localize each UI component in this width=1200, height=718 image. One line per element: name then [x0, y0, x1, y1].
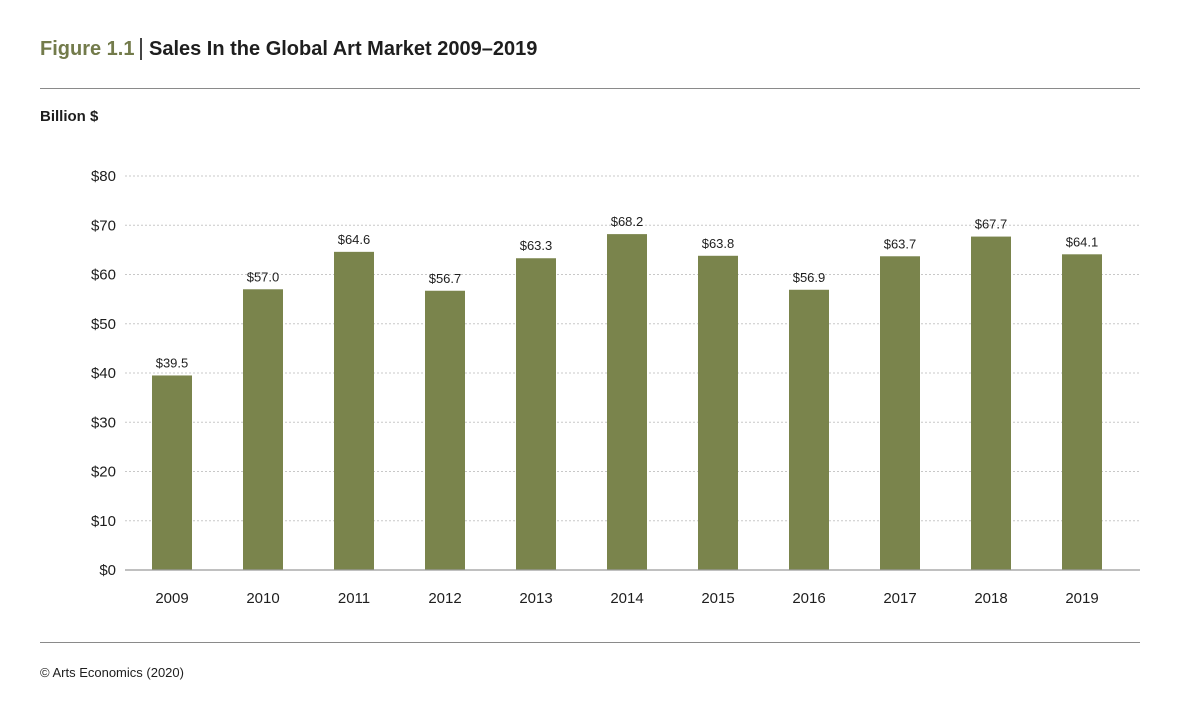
figure-label: Figure 1.1 — [40, 37, 135, 60]
x-tick-labels: 2009 2010 2011 2012 2013 2014 2015 2016 2017 2018… — [155, 590, 1098, 607]
y-tick-label: $30 — [91, 414, 116, 431]
value-label: $63.8 — [702, 236, 735, 251]
bar — [334, 251, 374, 570]
y-tick-label: $80 — [91, 168, 116, 185]
y-axis-unit-label: Billion $ — [40, 108, 99, 125]
bar-chart: $0 $10 $20 $30 $40 $50 $60 $70 $80 $39.5 $57.0 $64… — [91, 168, 1140, 607]
bar — [425, 290, 465, 570]
source-credit: © Arts Economics (2020) — [40, 665, 184, 680]
y-tick-label: $0 — [99, 562, 116, 579]
y-tick-label: $20 — [91, 464, 116, 481]
y-tick-labels: $0 $10 $20 $30 $40 $50 $60 $70 $80 — [91, 168, 116, 579]
bars — [152, 234, 1102, 571]
value-labels: $39.5 $57.0 $64.6 $56.7 $63.3 $68.2 $63.8 $56.9… — [156, 214, 1099, 370]
figure-title-row: Figure 1.1 Sales In the Global Art Marke… — [40, 34, 537, 64]
value-label: $39.5 — [156, 355, 189, 370]
value-label: $56.7 — [429, 271, 462, 286]
x-tick-label: 2014 — [610, 590, 643, 607]
value-label: $57.0 — [247, 269, 280, 284]
bar — [516, 258, 556, 570]
chart-title: Sales In the Global Art Market 2009–2019 — [148, 37, 538, 60]
bar — [789, 289, 829, 570]
y-tick-label: $10 — [91, 513, 116, 530]
x-tick-label: 2015 — [701, 590, 734, 607]
value-label: $64.6 — [338, 232, 371, 247]
value-label: $63.3 — [520, 238, 553, 253]
value-label: $68.2 — [611, 214, 644, 229]
x-tick-label: 2017 — [883, 590, 916, 607]
bottom-divider — [40, 642, 1140, 643]
bar — [1062, 254, 1102, 570]
x-tick-label: 2012 — [428, 590, 461, 607]
x-tick-label: 2013 — [519, 590, 552, 607]
bar — [243, 289, 283, 570]
y-tick-label: $50 — [91, 316, 116, 333]
value-label: $64.1 — [1066, 234, 1099, 249]
gridlines — [125, 175, 1140, 522]
bar — [152, 375, 192, 570]
bar — [880, 256, 920, 570]
bar — [971, 236, 1011, 570]
x-tick-label: 2010 — [246, 590, 279, 607]
x-tick-label: 2019 — [1065, 590, 1098, 607]
x-tick-label: 2011 — [338, 590, 370, 607]
title-separator — [140, 38, 142, 60]
x-tick-label: 2018 — [974, 590, 1007, 607]
y-tick-label: $70 — [91, 217, 116, 234]
bar — [607, 234, 647, 571]
y-tick-label: $40 — [91, 365, 116, 382]
value-label: $67.7 — [975, 217, 1008, 232]
value-label: $56.9 — [793, 270, 826, 285]
top-divider — [40, 88, 1140, 89]
y-tick-label: $60 — [91, 267, 116, 284]
x-tick-label: 2009 — [155, 590, 188, 607]
bar — [698, 255, 738, 570]
x-tick-label: 2016 — [792, 590, 825, 607]
value-label: $63.7 — [884, 236, 917, 251]
